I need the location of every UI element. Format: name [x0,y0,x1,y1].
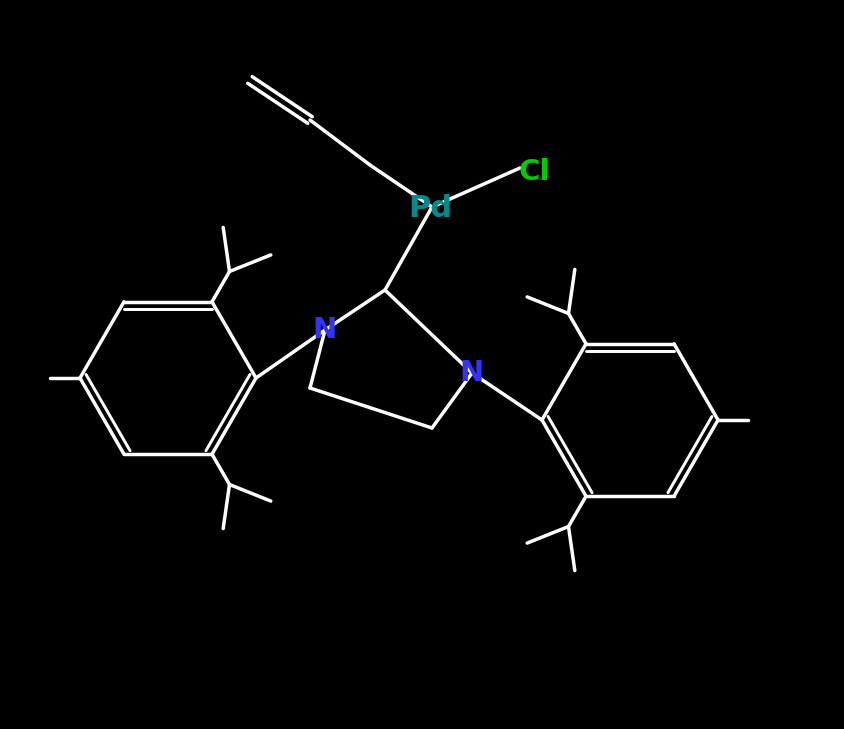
Text: N: N [460,359,484,387]
Text: N: N [313,316,337,344]
Text: Pd: Pd [408,193,452,222]
Text: Cl: Cl [518,158,549,186]
